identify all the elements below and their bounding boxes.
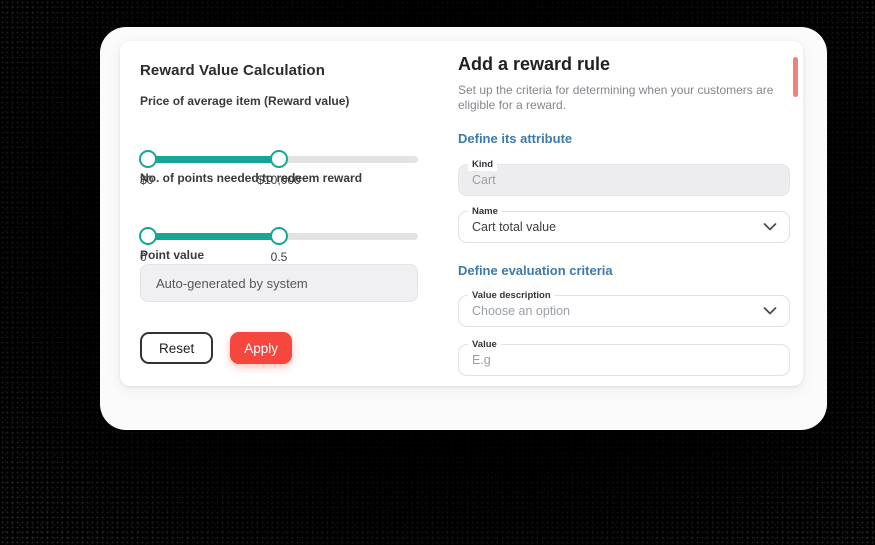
points-range-slider[interactable] bbox=[139, 227, 418, 245]
define-criteria-heading: Define evaluation criteria bbox=[458, 263, 613, 278]
price-slider-min-handle[interactable] bbox=[139, 150, 158, 168]
reward-rule-panel: Reward Value Calculation Price of averag… bbox=[120, 41, 803, 386]
right-panel-title: Add a reward rule bbox=[458, 54, 611, 74]
reward-value-calculation-section: Reward Value Calculation Price of averag… bbox=[139, 41, 418, 386]
price-range-slider[interactable] bbox=[139, 150, 418, 168]
points-slider-max-value: 0.5 bbox=[270, 250, 288, 264]
value-description-select[interactable] bbox=[459, 296, 789, 326]
points-slider-scale: 0 0.5 bbox=[140, 250, 418, 264]
price-slider-fill bbox=[148, 156, 279, 163]
price-slider-max-handle[interactable] bbox=[270, 150, 288, 168]
point-value-input bbox=[140, 264, 418, 302]
points-slider-max-handle[interactable] bbox=[270, 227, 288, 245]
panel-scrollbar-thumb[interactable] bbox=[793, 57, 798, 97]
kind-input bbox=[459, 165, 789, 195]
left-panel-title: Reward Value Calculation bbox=[140, 62, 325, 79]
value-description-field[interactable]: Value description bbox=[458, 289, 790, 327]
price-slider-scale: $0 $10,000 bbox=[140, 173, 418, 187]
add-reward-rule-section: Add a reward rule Set up the criteria fo… bbox=[458, 41, 790, 386]
price-slider-min-value: $0 bbox=[140, 173, 154, 187]
define-attribute-heading: Define its attribute bbox=[458, 131, 573, 146]
points-slider-fill bbox=[148, 233, 279, 240]
chevron-down-icon[interactable] bbox=[763, 307, 777, 315]
right-panel-subtitle: Set up the criteria for determining when… bbox=[458, 83, 774, 112]
apply-button[interactable]: Apply bbox=[230, 332, 293, 364]
points-slider-min-value: 0 bbox=[140, 250, 147, 264]
value-input[interactable] bbox=[459, 345, 789, 375]
name-select[interactable] bbox=[459, 212, 789, 242]
value-field[interactable]: Value bbox=[458, 338, 790, 376]
kind-field: Kind bbox=[458, 158, 790, 196]
point-value-label: Point value bbox=[140, 248, 205, 262]
name-field[interactable]: Name bbox=[458, 205, 790, 243]
left-panel-actions: Reset Apply bbox=[140, 332, 293, 364]
price-slider-label: Price of average item (Reward value) bbox=[140, 94, 350, 108]
price-slider-max-value: $10,000 bbox=[257, 173, 301, 187]
points-slider-label: No. of points needed to redeem reward bbox=[140, 171, 363, 185]
reset-button[interactable]: Reset bbox=[140, 332, 214, 364]
chevron-down-icon[interactable] bbox=[763, 223, 777, 231]
points-slider-min-handle[interactable] bbox=[139, 227, 158, 245]
